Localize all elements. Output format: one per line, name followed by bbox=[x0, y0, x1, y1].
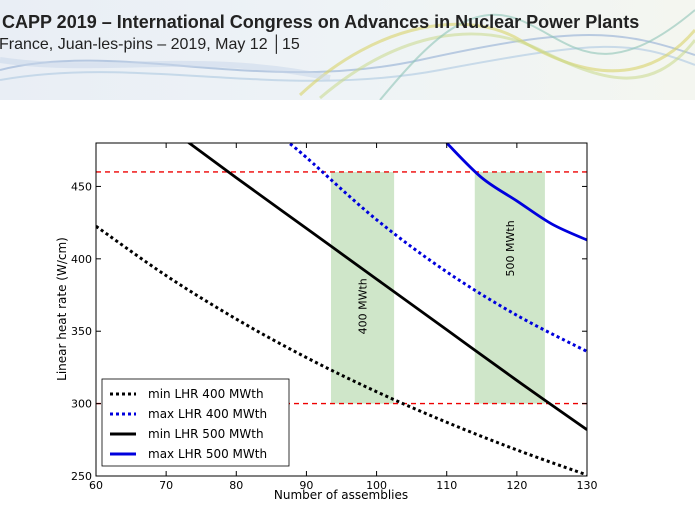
legend-box bbox=[101, 378, 290, 467]
x-axis-label: Number of assemblies bbox=[274, 488, 408, 502]
band-labels-layer: 400 MWth 500 MWth bbox=[357, 220, 517, 334]
y-tick-label-450: 450 bbox=[71, 180, 92, 193]
legend-label-2: min LHR 500 MWth bbox=[148, 427, 264, 441]
x-tick-label-80: 80 bbox=[229, 479, 243, 492]
x-tick-label-70: 70 bbox=[159, 479, 173, 492]
series-line-2 bbox=[186, 143, 587, 431]
band-0 bbox=[330, 171, 395, 404]
conference-title: CAPP 2019 – International Congress on Ad… bbox=[2, 12, 640, 32]
banner-wave-graphic bbox=[0, 0, 695, 100]
band-1 bbox=[474, 171, 545, 404]
x-tick-label-130: 130 bbox=[577, 479, 598, 492]
legend-label-3: max LHR 500 MWth bbox=[148, 447, 267, 461]
x-tick-label-60: 60 bbox=[89, 479, 103, 492]
series-line-1 bbox=[286, 143, 587, 353]
conference-subtitle: France, Juan-les-pins – 2019, May 12 │15 bbox=[0, 36, 300, 53]
legend-label-0: min LHR 400 MWth bbox=[148, 387, 264, 401]
band-label-0: 400 MWth bbox=[357, 278, 370, 334]
x-tick-label-110: 110 bbox=[436, 479, 457, 492]
plot-frame bbox=[95, 142, 588, 477]
x-tick-label-120: 120 bbox=[506, 479, 527, 492]
band-label-1: 500 MWth bbox=[504, 220, 517, 276]
y-tick-label-400: 400 bbox=[71, 253, 92, 266]
series-layer bbox=[96, 143, 587, 476]
y-tick-label-300: 300 bbox=[71, 398, 92, 411]
series-line-0 bbox=[96, 225, 587, 476]
y-tick-label-350: 350 bbox=[71, 325, 92, 338]
y-tick-label-250: 250 bbox=[71, 470, 92, 483]
y-axis-label: Linear heat rate (W/cm) bbox=[55, 237, 69, 381]
legend: min LHR 400 MWth max LHR 400 MWth min LHR … bbox=[101, 378, 290, 467]
series-line-3 bbox=[445, 143, 587, 242]
ticks-layer: 60 70 80 90 100 110 120 130 250 300 350 400 450 bbox=[71, 143, 598, 492]
x-tick-label-90: 90 bbox=[299, 479, 313, 492]
x-tick-label-100: 100 bbox=[366, 479, 387, 492]
legend-label-1: max LHR 400 MWth bbox=[148, 407, 267, 421]
conference-banner: CAPP 2019 – International Congress on Ad… bbox=[0, 0, 695, 100]
